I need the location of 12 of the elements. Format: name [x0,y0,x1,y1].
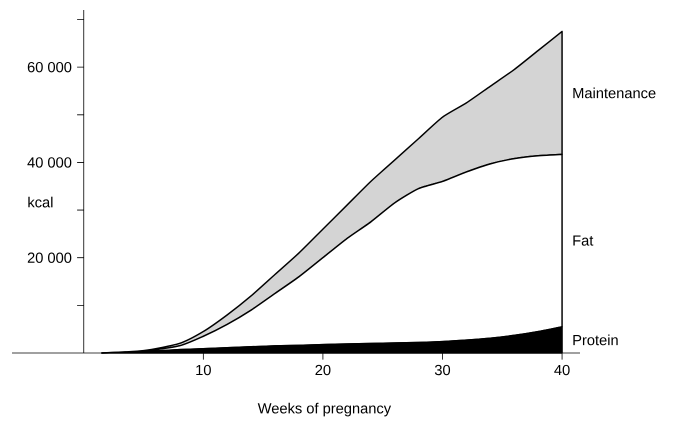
x-tick-label: 10 [196,364,211,376]
x-axis-title: Weeks of pregnancy [258,402,392,416]
series-label: Maintenance [573,88,656,98]
y-tick-label: 60 000 [28,62,72,72]
x-tick-label: 40 [554,364,570,376]
series-label: Protein [573,334,618,346]
series-label: Fat [573,235,594,246]
y-tick-label: 20 000 [28,252,72,263]
y-tick-label: 40 000 [27,157,72,168]
y-axis-title: kcal [28,196,52,208]
x-tick-label: 20 [315,364,330,376]
x-tick-label: 30 [434,364,450,376]
